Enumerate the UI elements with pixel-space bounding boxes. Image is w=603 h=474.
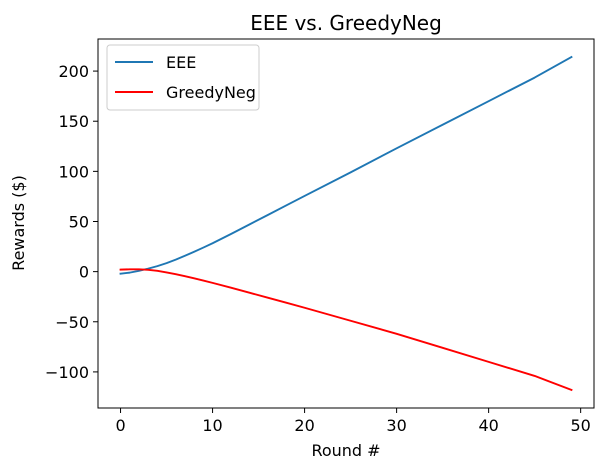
x-tick-label: 0 [115,416,125,435]
plot-frame [97,38,595,409]
x-tick-label: 30 [386,416,406,435]
y-axis-title: Rewards ($) [9,175,28,271]
x-tick-label: 50 [570,416,590,435]
x-tick-label: 20 [294,416,314,435]
y-tick-label: −100 [45,363,89,382]
series-line-eee [119,55,573,275]
y-tick-label: 100 [58,162,89,181]
series-line-greedyneg [119,268,573,392]
legend-label-eee: EEE [166,53,196,72]
legend: EEE GreedyNeg [106,44,260,111]
y-tick-label: 200 [58,62,89,81]
y-tick-label: 50 [69,212,89,231]
y-tick-label: 150 [58,112,89,131]
chart-title: EEE vs. GreedyNeg [250,11,442,35]
y-tick-label: −50 [55,313,89,332]
x-tick-label: 40 [478,416,498,435]
x-axis: 0 10 20 30 40 50 [115,408,591,435]
x-tick-label: 10 [202,416,222,435]
x-axis-title: Round # [311,441,380,460]
legend-label-greedyneg: GreedyNeg [166,83,256,102]
y-tick-label: 0 [79,263,89,282]
plot-area [97,38,595,409]
y-axis: −100 −50 0 50 100 150 200 [45,62,98,382]
